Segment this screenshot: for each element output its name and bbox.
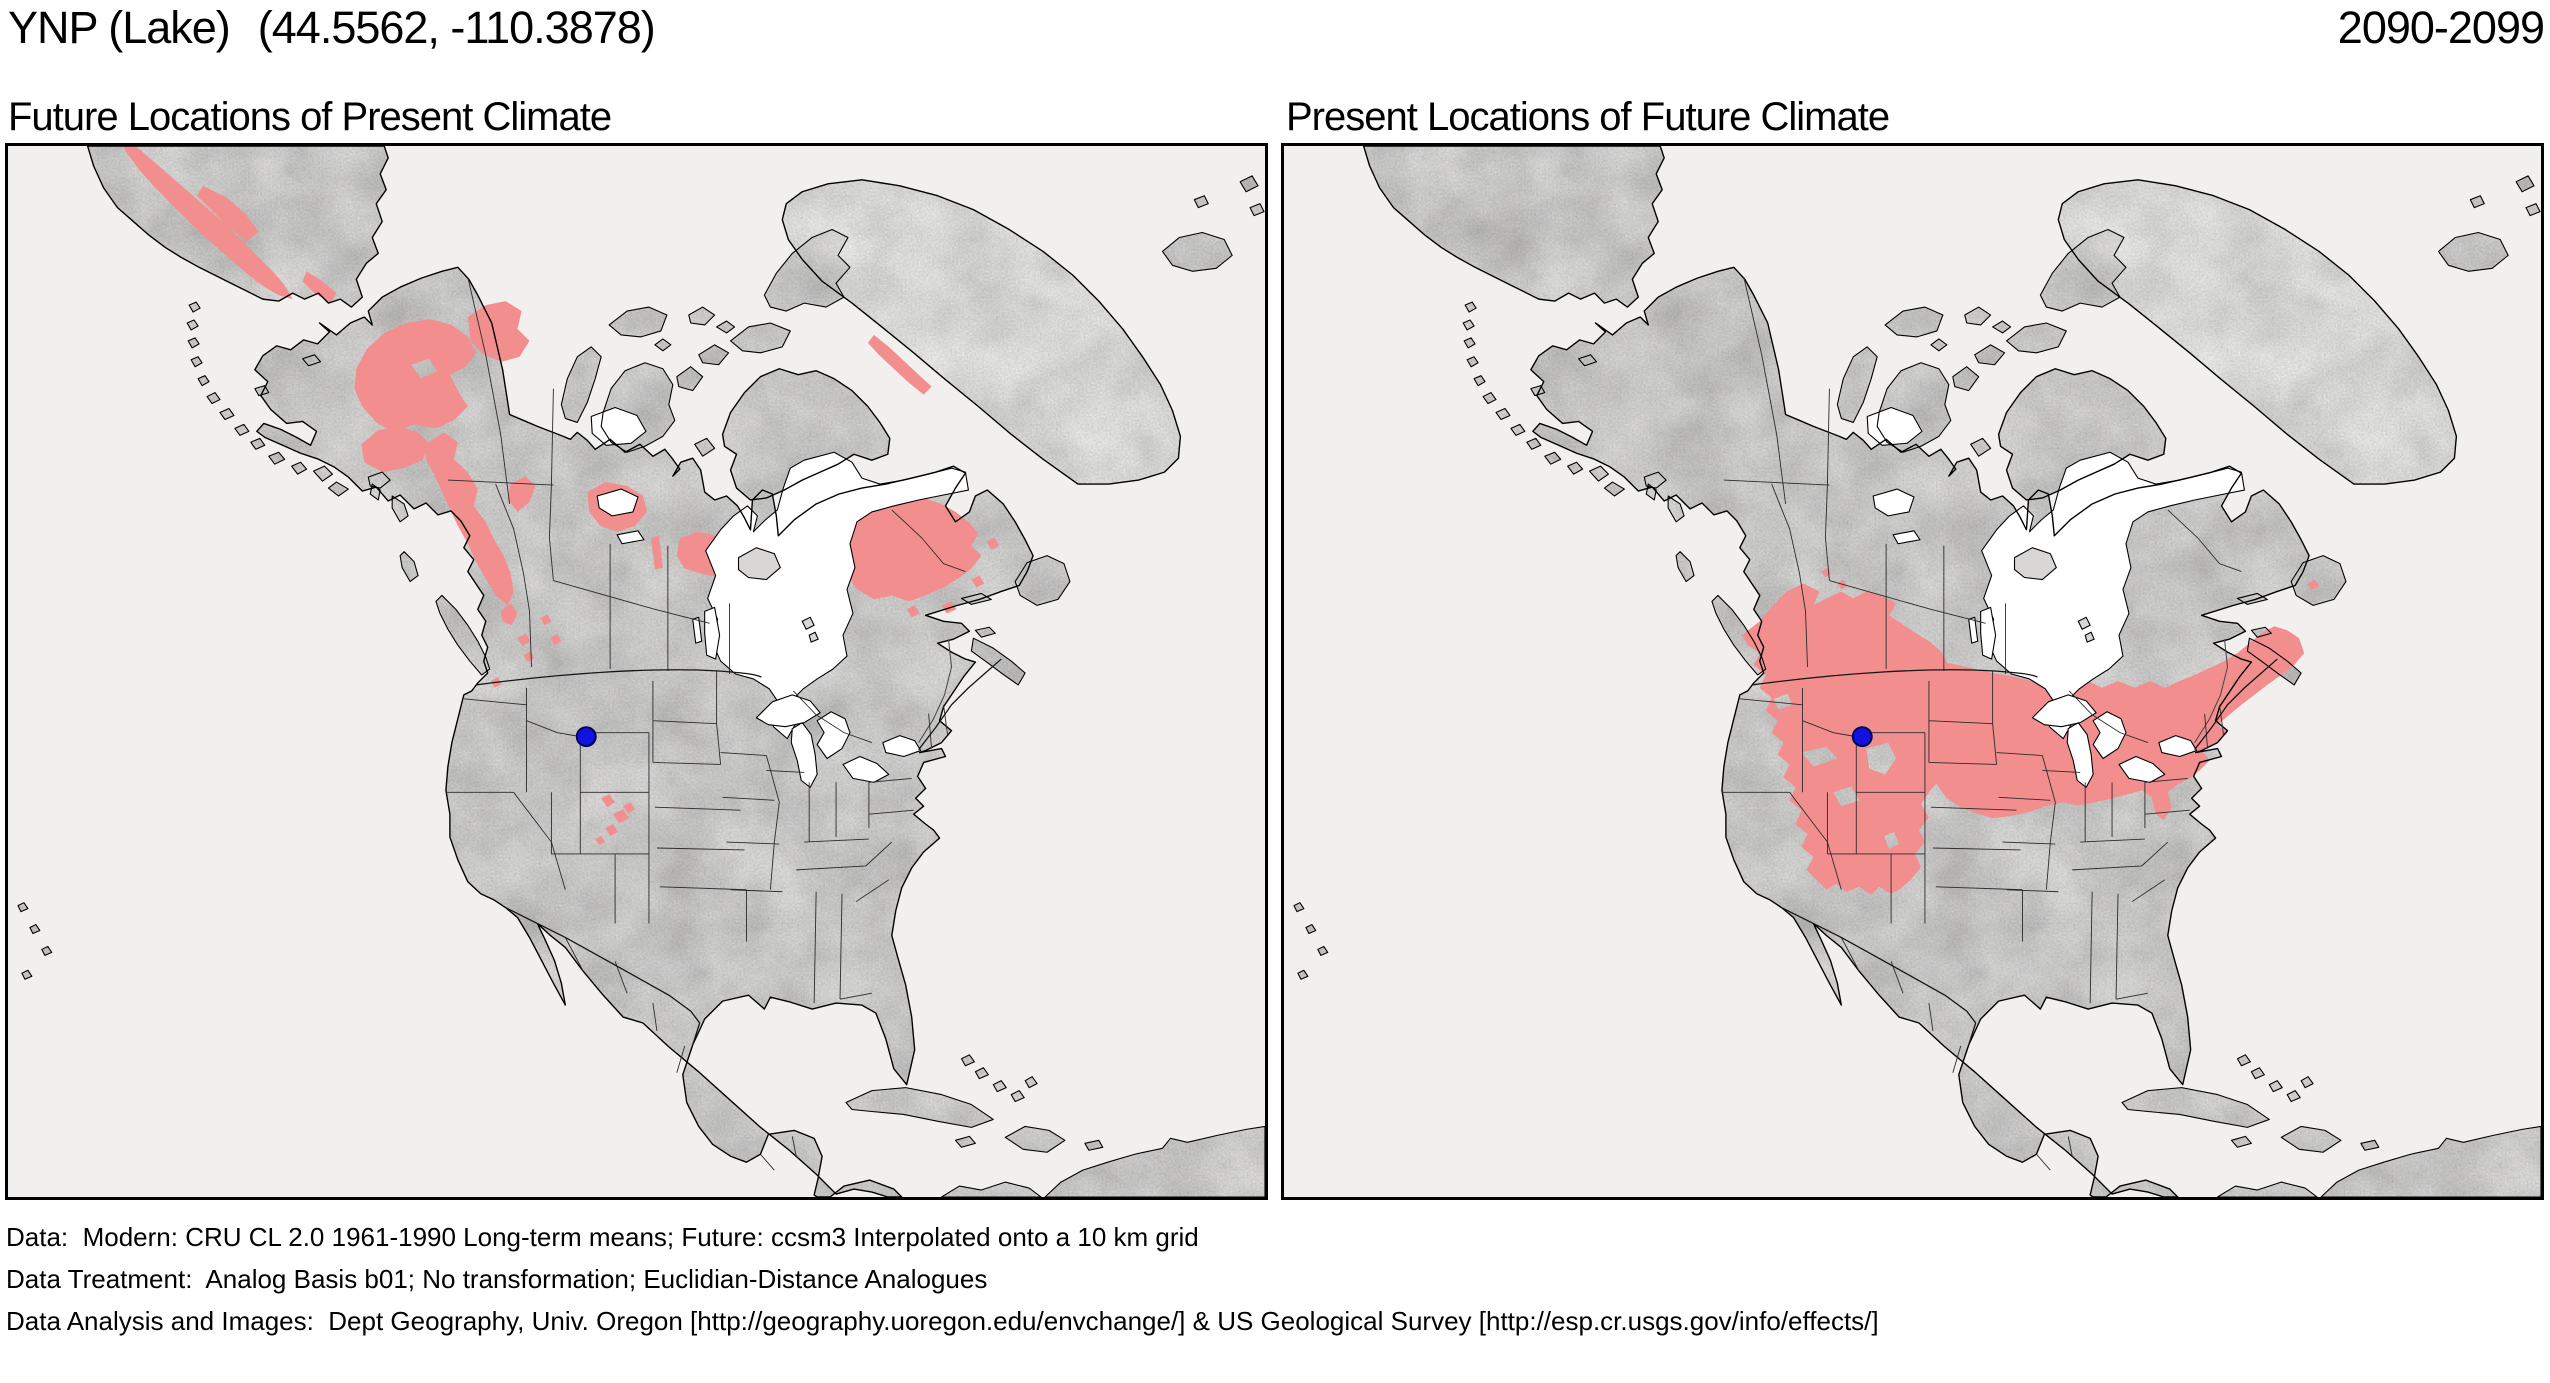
map-future-locations-of-present-climate bbox=[5, 143, 1268, 1200]
right-map-title: Present Locations of Future Climate bbox=[1286, 95, 1890, 139]
page-title: YNP (Lake) (44.5562, -110.3878) bbox=[8, 2, 656, 54]
period-label: 2090-2099 bbox=[2337, 2, 2545, 53]
location-marker-left bbox=[575, 726, 597, 748]
left-map-title: Future Locations of Present Climate bbox=[8, 95, 612, 139]
map-present-locations-of-future-climate bbox=[1281, 143, 2544, 1200]
site-coordinates: (44.5562, -110.3878) bbox=[257, 2, 656, 53]
map-right-svg bbox=[1284, 146, 2541, 1197]
site-label: YNP (Lake) bbox=[8, 2, 231, 53]
footer-data-treatment: Data Treatment: Analog Basis b01; No tra… bbox=[6, 1264, 988, 1294]
map-left-svg bbox=[8, 146, 1265, 1197]
location-marker-right bbox=[1851, 726, 1873, 748]
footer-data-source: Data: Modern: CRU CL 2.0 1961-1990 Long-… bbox=[6, 1222, 1199, 1252]
footer-credits: Data Analysis and Images: Dept Geography… bbox=[6, 1306, 1879, 1336]
